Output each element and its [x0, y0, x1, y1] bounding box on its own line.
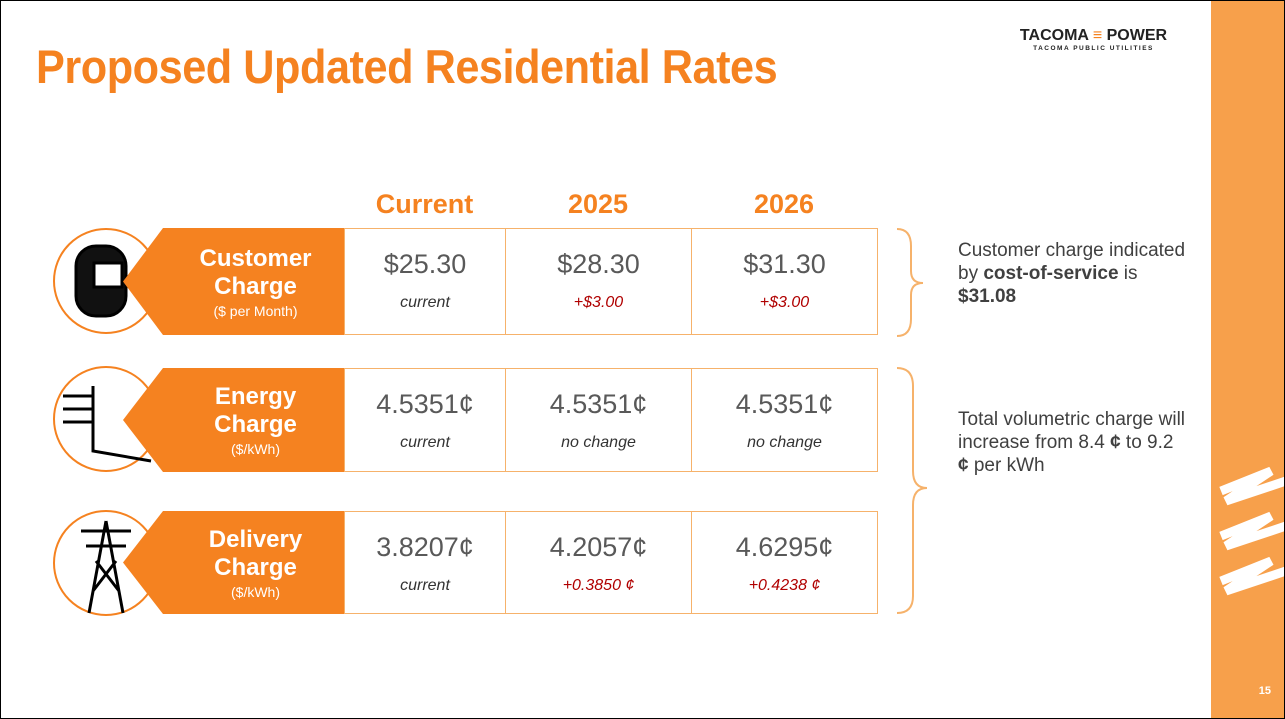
rate-cell: $25.30 current [344, 228, 506, 335]
column-header: 2025 [505, 189, 691, 220]
lightning-icon [1211, 1, 1285, 719]
rate-cell: $31.30 +$3.00 [691, 228, 878, 335]
side-band: 15 [1211, 1, 1285, 719]
rate-cell: 4.5351¢ no change [691, 368, 878, 472]
rate-note: no change [506, 434, 691, 452]
rate-cell: 3.8207¢ current [344, 511, 506, 614]
note-text: cost-of-service [983, 263, 1118, 284]
rate-note: +$3.00 [692, 294, 877, 312]
rate-value: 3.8207¢ [345, 532, 505, 563]
rate-value: $25.30 [345, 249, 505, 280]
row-name: Energy Charge [191, 383, 321, 439]
rate-cell: 4.5351¢ no change [505, 368, 692, 472]
row-label: Delivery Charge ($/kWh) [123, 511, 344, 614]
rate-note: +0.3850 ¢ [506, 577, 691, 595]
page-number: 15 [1211, 685, 1271, 697]
note-text: $31.08 [958, 286, 1016, 307]
rate-value: 4.5351¢ [692, 389, 877, 420]
rate-note: +0.4238 ¢ [692, 577, 877, 595]
rate-note: current [345, 434, 505, 452]
rate-cell: 4.5351¢ current [344, 368, 506, 472]
rate-note: no change [692, 434, 877, 452]
row-name: Customer Charge [191, 245, 321, 301]
side-note: Customer charge indicated by cost-of-ser… [958, 239, 1188, 308]
rate-value: $28.30 [506, 249, 691, 280]
row-unit: ($/kWh) [167, 441, 344, 457]
column-header: 2026 [691, 189, 877, 220]
row-name: Delivery Charge [191, 526, 321, 582]
row-label: Customer Charge ($ per Month) [123, 228, 344, 335]
row-unit: ($ per Month) [167, 303, 344, 319]
rate-cell: 4.6295¢ +0.4238 ¢ [691, 511, 878, 614]
rate-value: 4.2057¢ [506, 532, 691, 563]
note-text: is [1119, 263, 1138, 284]
note-text: per kWh [969, 455, 1045, 476]
note-text: ¢ [1110, 432, 1121, 453]
rate-value: 4.6295¢ [692, 532, 877, 563]
rate-note: current [345, 577, 505, 595]
rate-note: current [345, 294, 505, 312]
rate-cell: 4.2057¢ +0.3850 ¢ [505, 511, 692, 614]
rate-value: $31.30 [692, 249, 877, 280]
row-label: Energy Charge ($/kWh) [123, 368, 344, 472]
rate-note: +$3.00 [506, 294, 691, 312]
side-note: Total volumetric charge will increase fr… [958, 408, 1188, 477]
row-unit: ($/kWh) [167, 584, 344, 600]
rate-cell: $28.30 +$3.00 [505, 228, 692, 335]
note-text: to 9.2 [1121, 432, 1174, 453]
column-header: Current [332, 189, 518, 220]
rate-value: 4.5351¢ [345, 389, 505, 420]
note-text: ¢ [958, 455, 969, 476]
rate-value: 4.5351¢ [506, 389, 691, 420]
slide: 15 Proposed Updated Residential Rates TA… [0, 0, 1285, 719]
